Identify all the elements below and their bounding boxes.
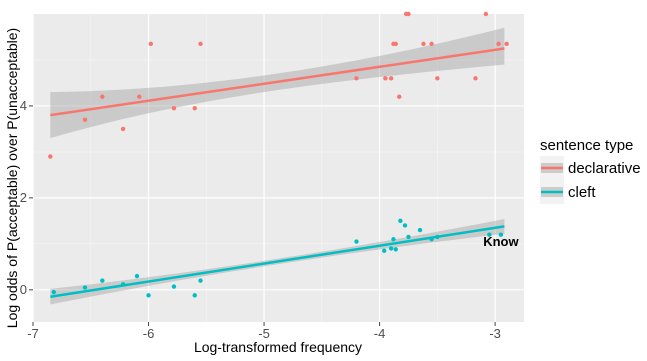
point-cleft [100,278,105,283]
point-cleft [51,289,56,295]
point-cleft [354,239,359,244]
point-cleft [487,232,492,237]
point-declarative [383,76,388,81]
point-declarative [354,76,359,81]
x-tick-label: -5 [258,326,270,341]
point-declarative [137,94,142,99]
point-cleft [382,248,387,253]
point-declarative [198,41,203,47]
point-declarative [406,11,411,17]
point-cleft [435,234,440,240]
point-cleft [429,237,434,242]
annotation-know: Know [483,234,519,249]
legend-title: sentence type [540,137,633,154]
point-cleft [134,273,140,279]
x-tick-label: -7 [27,326,39,341]
point-declarative [388,76,394,81]
point-cleft [417,227,423,233]
point-declarative [435,76,440,81]
legend-label-cleft: cleft [568,184,596,201]
point-declarative [48,154,53,159]
point-cleft [82,285,88,290]
point-cleft [192,293,197,298]
legend: sentence type declarative cleft [540,137,641,204]
point-cleft [198,278,203,283]
point-cleft [171,284,177,289]
point-declarative [504,41,509,47]
point-declarative [429,41,434,47]
fit-lines [50,47,505,298]
point-declarative [483,11,489,17]
point-cleft [393,247,398,252]
x-tick-label: -3 [489,326,501,341]
y-tick-label: 4 [20,98,27,113]
point-declarative [148,41,154,47]
point-declarative [393,41,398,47]
x-tick-label: -4 [374,326,386,341]
point-cleft [391,237,396,242]
point-declarative [496,41,501,47]
grid-layer [32,14,524,322]
point-cleft [402,223,408,228]
fit-line-cleft [50,225,505,298]
point-declarative [100,94,105,99]
data-points [48,11,509,298]
point-cleft [146,293,151,298]
fit-line-declarative [50,47,505,117]
y-tick-label: 0 [20,282,27,297]
point-declarative [120,126,126,132]
point-declarative [192,106,197,111]
x-axis-title: Log-transformed frequency [194,339,362,355]
axes: -7 -6 -5 -4 -3 0 2 4 [20,98,501,341]
point-cleft [498,232,504,237]
point-declarative [473,76,478,81]
point-declarative [397,94,402,99]
point-declarative [421,41,426,47]
point-cleft [120,282,126,287]
point-declarative [171,106,177,111]
y-tick-label: 2 [20,190,27,205]
point-cleft [388,246,394,251]
legend-label-declarative: declarative [568,160,641,177]
panel-background [33,14,524,322]
point-cleft [398,218,403,224]
point-cleft [406,234,411,240]
point-declarative [82,117,88,122]
x-tick-label: -6 [143,326,155,341]
y-axis-title: Log odds of P(acceptable) over P(unaccep… [4,28,20,328]
